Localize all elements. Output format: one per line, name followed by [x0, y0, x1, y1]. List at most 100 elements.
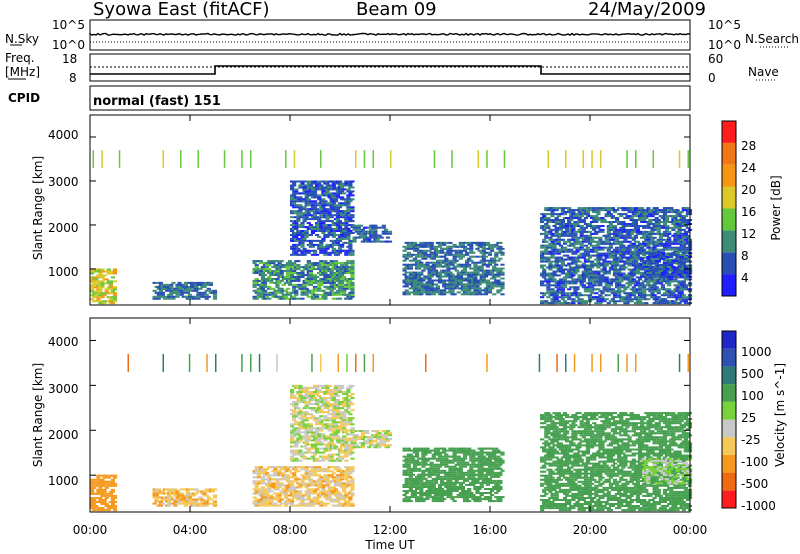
echo-cell-1-2 — [254, 486, 259, 489]
freq-label-line1: Freq. — [5, 51, 35, 65]
echo-cell-0-2 — [350, 281, 355, 284]
echo-cell-0-7 — [665, 254, 670, 256]
echo-cell-1-2 — [252, 496, 257, 499]
echo-cell-0-6 — [592, 219, 597, 221]
echo-cell-0-6 — [581, 280, 586, 283]
echo-cell-0-3 — [323, 200, 328, 203]
echo-cell-0-6 — [658, 282, 663, 285]
echo-cell-1-1 — [152, 502, 157, 505]
echo-cell-1-0 — [98, 499, 103, 501]
echo-cell-0-3 — [344, 218, 349, 221]
echo-cell-1-2 — [273, 468, 278, 471]
echo-cell-0-2 — [287, 293, 293, 296]
echo-cell-0-6 — [554, 228, 559, 231]
echo-cell-0-3 — [300, 230, 305, 232]
echo-cell-0-0 — [112, 286, 118, 289]
echo-cell-0-5 — [404, 289, 409, 292]
echo-cell-0-5 — [500, 267, 505, 270]
echo-cell-1-2 — [262, 500, 268, 503]
echo-cell-0-5 — [448, 287, 453, 290]
echo-cell-0-6 — [558, 244, 563, 247]
echo-cell-0-6 — [642, 248, 647, 251]
echo-cell-0-1 — [160, 283, 165, 286]
echo-cell-0-6 — [621, 284, 626, 287]
echo-cell-0-3 — [325, 208, 330, 211]
echo-cell-0-3 — [333, 239, 338, 242]
echo-cell-0-1 — [165, 283, 170, 286]
echo-cell-0-6 — [567, 272, 572, 275]
echo-cell-0-6 — [665, 225, 670, 227]
echo-cell-0-3 — [298, 208, 303, 211]
echo-cell-0-6 — [602, 290, 607, 293]
echo-cell-0-5 — [500, 251, 505, 254]
echo-cell-0-6 — [581, 278, 586, 281]
echo-cell-0-6 — [642, 244, 647, 247]
echo-cell-0-2 — [275, 291, 280, 294]
echo-cell-1-1 — [154, 498, 159, 501]
range-streak — [320, 150, 322, 168]
echo-cell-0-6 — [642, 211, 647, 214]
echo-cell-0-6 — [542, 256, 547, 259]
echo-cell-0-6 — [587, 223, 593, 225]
echo-cell-0-7 — [669, 261, 674, 264]
echo-cell-0-7 — [654, 267, 659, 270]
echo-cell-0-3 — [319, 249, 324, 252]
echo-cell-0-6 — [683, 302, 688, 305]
echo-cell-0-5 — [483, 255, 488, 258]
echo-cell-0-6 — [681, 294, 686, 297]
range-streak — [678, 150, 681, 168]
echo-cell-0-6 — [648, 232, 653, 235]
echo-cell-0-6 — [560, 270, 565, 273]
echo-cell-0-1 — [156, 287, 161, 290]
echo-cell-0-2 — [308, 262, 313, 265]
echo-cell-0-6 — [548, 264, 553, 267]
echo-cell-0-3 — [329, 214, 334, 217]
echo-cell-0-6 — [642, 242, 647, 245]
echo-cell-0-6 — [631, 242, 636, 245]
echo-cell-0-6 — [617, 213, 622, 216]
echo-cell-0-3 — [298, 210, 303, 213]
echo-cell-0-5 — [494, 267, 499, 270]
echo-cell-0-3 — [298, 212, 303, 215]
echo-cell-0-2 — [302, 285, 307, 288]
echo-cell-0-5 — [452, 261, 457, 264]
echo-cell-0-6 — [579, 236, 584, 239]
echo-cell-0-5 — [450, 273, 455, 276]
echo-cell-0-6 — [625, 228, 630, 231]
echo-cell-0-5 — [442, 289, 447, 292]
echo-cell-0-6 — [656, 228, 661, 231]
echo-cell-0-6 — [642, 296, 647, 299]
echo-cell-0-6 — [542, 300, 547, 303]
echo-cell-1-2 — [281, 472, 286, 475]
echo-cell-0-5 — [452, 257, 457, 260]
echo-cell-0-6 — [567, 256, 572, 259]
echo-cell-0-6 — [571, 278, 576, 281]
echo-cell-0-5 — [492, 277, 497, 280]
echo-cell-0-6 — [567, 296, 572, 299]
echo-cell-0-6 — [573, 230, 578, 233]
echo-cell-1-1 — [212, 496, 218, 499]
echo-cell-0-1 — [212, 291, 218, 294]
velocity-cbar-tick-neg100: -100 — [741, 455, 769, 469]
echo-cell-0-2 — [304, 291, 309, 294]
echo-cell-0-6 — [606, 207, 611, 210]
echo-cell-0-6 — [592, 274, 597, 277]
echo-cell-0-7 — [662, 265, 668, 268]
echo-cell-0-2 — [292, 287, 297, 290]
echo-cell-0-2 — [273, 289, 278, 292]
echo-cell-0-6 — [602, 268, 607, 271]
echo-cell-0-6 — [554, 296, 559, 299]
echo-cell-0-6 — [654, 278, 659, 281]
echo-cell-0-3 — [315, 188, 320, 191]
echo-cell-0-6 — [592, 236, 597, 239]
echo-cell-0-1 — [169, 289, 174, 292]
echo-cell-0-5 — [490, 285, 495, 288]
velocity-cbar-tick-500: 500 — [741, 367, 764, 381]
echo-cell-0-6 — [579, 225, 584, 227]
nsearch-label: N.Search — [745, 32, 800, 46]
echo-cell-0-6 — [579, 302, 584, 305]
echo-cell-0-6 — [592, 209, 597, 212]
echo-cell-1-1 — [173, 488, 178, 491]
echo-cell-0-2 — [283, 270, 288, 272]
echo-cell-0-6 — [685, 221, 690, 223]
